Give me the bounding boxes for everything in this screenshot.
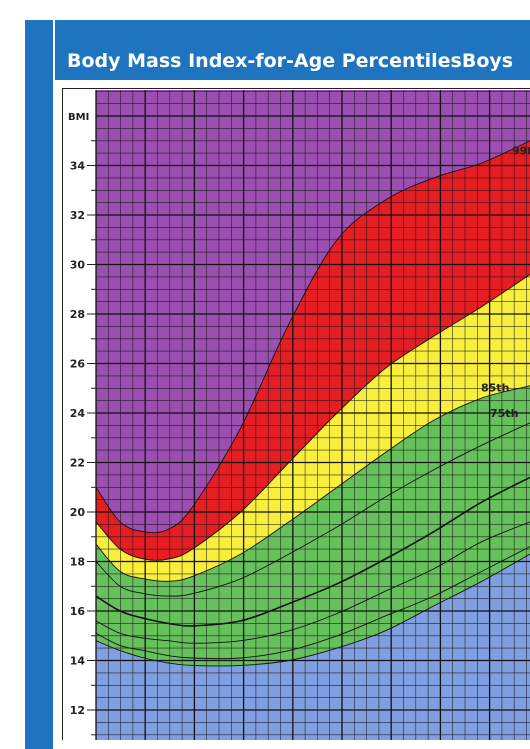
chart-grid <box>95 90 530 740</box>
y-tick-label: 20 <box>70 506 86 519</box>
y-axis-label: BMI <box>68 112 89 123</box>
y-tick-label: 16 <box>70 605 86 618</box>
y-tick-label: 26 <box>70 358 86 371</box>
left-blue-strip <box>25 20 53 749</box>
label-p99: 99th <box>512 145 530 158</box>
y-tick-label: 14 <box>70 655 86 668</box>
chart-title: Body Mass Index-for-Age PercentilesBoys <box>67 50 514 72</box>
y-tick-label: 32 <box>70 209 85 222</box>
percentile-line-p25 <box>95 521 530 644</box>
percentile-line-p5 <box>95 553 530 667</box>
y-tick-label: 22 <box>70 457 85 470</box>
label-p85: 85th <box>481 381 509 394</box>
percentile-labels: 99th 85th 75th <box>481 145 530 420</box>
y-tick-label: 12 <box>70 704 85 717</box>
percentile-line-p10 <box>95 546 530 660</box>
y-axis: 12 14 16 18 20 22 24 26 28 30 32 34 BMI <box>68 112 96 736</box>
percentile-line-p50 <box>95 476 530 627</box>
percentile-line-p95 <box>95 274 530 561</box>
percentile-line-p85 <box>95 385 530 582</box>
y-tick-label: 34 <box>70 160 86 173</box>
left-margin <box>0 0 25 749</box>
y-tick-label: 18 <box>70 556 85 569</box>
plot-border <box>62 88 530 740</box>
y-tick-label: 30 <box>70 259 86 272</box>
percentile-line-p99 <box>95 140 530 534</box>
label-p75: 75th <box>490 407 518 420</box>
percentile-lines <box>95 140 530 667</box>
percentile-line-p75 <box>95 422 530 597</box>
chart-header <box>55 20 530 80</box>
band-below-5th <box>96 554 530 740</box>
y-tick-label: 28 <box>70 308 85 321</box>
y-tick-label: 24 <box>70 407 86 420</box>
